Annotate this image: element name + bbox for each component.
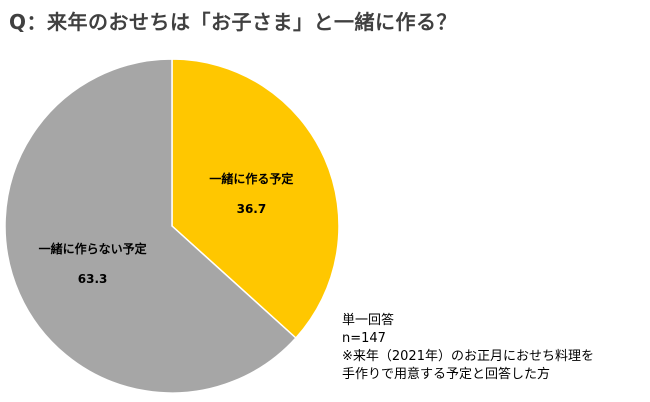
footnote-line-1: ※来年（2021年）のお正月におせち料理を [342, 349, 594, 364]
pie-slice-2 [4, 58, 297, 394]
chart-notes: 単一回答 n=147 ※来年（2021年）のお正月におせち料理を 手作りで用意す… [342, 312, 594, 384]
pie-slice-1 [171, 58, 340, 340]
slice-category-label-2: 一緒に作らない予定 [39, 241, 147, 256]
slice-value-label-1: 36.7 [237, 202, 267, 216]
slice-category-label-1: 一緒に作る予定 [209, 171, 293, 186]
sample-size-note: n=147 [342, 331, 386, 346]
footnote-line-2: 手作りで用意する予定と回答した方 [342, 367, 551, 382]
chart-title: Q：来年のおせちは「お子さま」と一緒に作る？ [9, 10, 458, 34]
slice-value-label-2: 63.3 [78, 272, 108, 286]
answer-type-note: 単一回答 [342, 313, 395, 328]
